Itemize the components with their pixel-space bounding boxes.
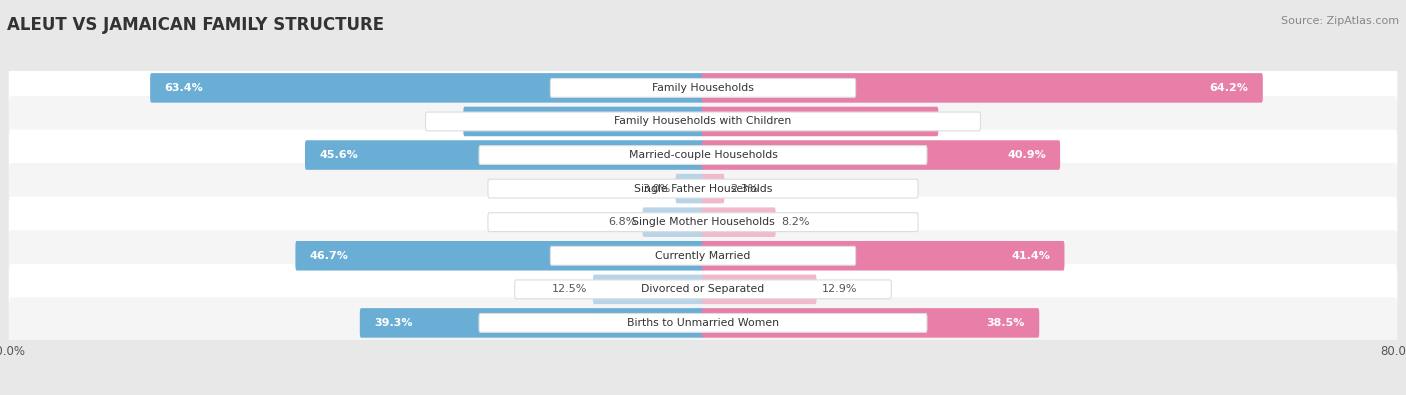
Text: 6.8%: 6.8% (609, 217, 637, 227)
FancyBboxPatch shape (550, 79, 856, 97)
Text: Family Households: Family Households (652, 83, 754, 93)
FancyBboxPatch shape (8, 264, 1398, 315)
Text: Births to Unmarried Women: Births to Unmarried Women (627, 318, 779, 328)
FancyBboxPatch shape (8, 163, 1398, 214)
Text: 39.3%: 39.3% (374, 318, 412, 328)
Text: Single Father Households: Single Father Households (634, 184, 772, 194)
Text: Currently Married: Currently Married (655, 251, 751, 261)
FancyBboxPatch shape (305, 140, 704, 170)
Text: Family Households with Children: Family Households with Children (614, 117, 792, 126)
Text: Married-couple Households: Married-couple Households (628, 150, 778, 160)
Text: Single Mother Households: Single Mother Households (631, 217, 775, 227)
Text: Source: ZipAtlas.com: Source: ZipAtlas.com (1281, 16, 1399, 26)
FancyBboxPatch shape (479, 314, 927, 332)
FancyBboxPatch shape (150, 73, 704, 103)
Text: 12.5%: 12.5% (553, 284, 588, 294)
Text: Divorced or Separated: Divorced or Separated (641, 284, 765, 294)
FancyBboxPatch shape (8, 130, 1398, 181)
Text: 46.7%: 46.7% (309, 251, 349, 261)
FancyBboxPatch shape (8, 230, 1398, 281)
FancyBboxPatch shape (8, 197, 1398, 248)
Text: 27.4%: 27.4% (478, 117, 516, 126)
FancyBboxPatch shape (702, 107, 938, 136)
FancyBboxPatch shape (488, 213, 918, 231)
FancyBboxPatch shape (8, 62, 1398, 113)
Text: 8.2%: 8.2% (782, 217, 810, 227)
FancyBboxPatch shape (702, 241, 1064, 271)
Text: 45.6%: 45.6% (319, 150, 359, 160)
Text: ALEUT VS JAMAICAN FAMILY STRUCTURE: ALEUT VS JAMAICAN FAMILY STRUCTURE (7, 16, 384, 34)
Text: 12.9%: 12.9% (823, 284, 858, 294)
FancyBboxPatch shape (676, 174, 704, 203)
FancyBboxPatch shape (8, 96, 1398, 147)
Text: 40.9%: 40.9% (1007, 150, 1046, 160)
FancyBboxPatch shape (295, 241, 704, 271)
FancyBboxPatch shape (464, 107, 704, 136)
Text: 38.5%: 38.5% (987, 318, 1025, 328)
Text: 26.9%: 26.9% (886, 117, 924, 126)
FancyBboxPatch shape (702, 308, 1039, 338)
Text: 2.3%: 2.3% (730, 184, 758, 194)
FancyBboxPatch shape (702, 73, 1263, 103)
FancyBboxPatch shape (479, 146, 927, 164)
FancyBboxPatch shape (702, 140, 1060, 170)
FancyBboxPatch shape (550, 246, 856, 265)
Text: 41.4%: 41.4% (1011, 251, 1050, 261)
FancyBboxPatch shape (8, 297, 1398, 348)
FancyBboxPatch shape (488, 179, 918, 198)
FancyBboxPatch shape (702, 207, 776, 237)
FancyBboxPatch shape (702, 174, 724, 203)
FancyBboxPatch shape (643, 207, 704, 237)
Text: 64.2%: 64.2% (1209, 83, 1249, 93)
FancyBboxPatch shape (360, 308, 704, 338)
Text: 63.4%: 63.4% (165, 83, 204, 93)
FancyBboxPatch shape (593, 275, 704, 304)
FancyBboxPatch shape (702, 275, 817, 304)
Text: 3.0%: 3.0% (641, 184, 669, 194)
FancyBboxPatch shape (515, 280, 891, 299)
FancyBboxPatch shape (426, 112, 980, 131)
